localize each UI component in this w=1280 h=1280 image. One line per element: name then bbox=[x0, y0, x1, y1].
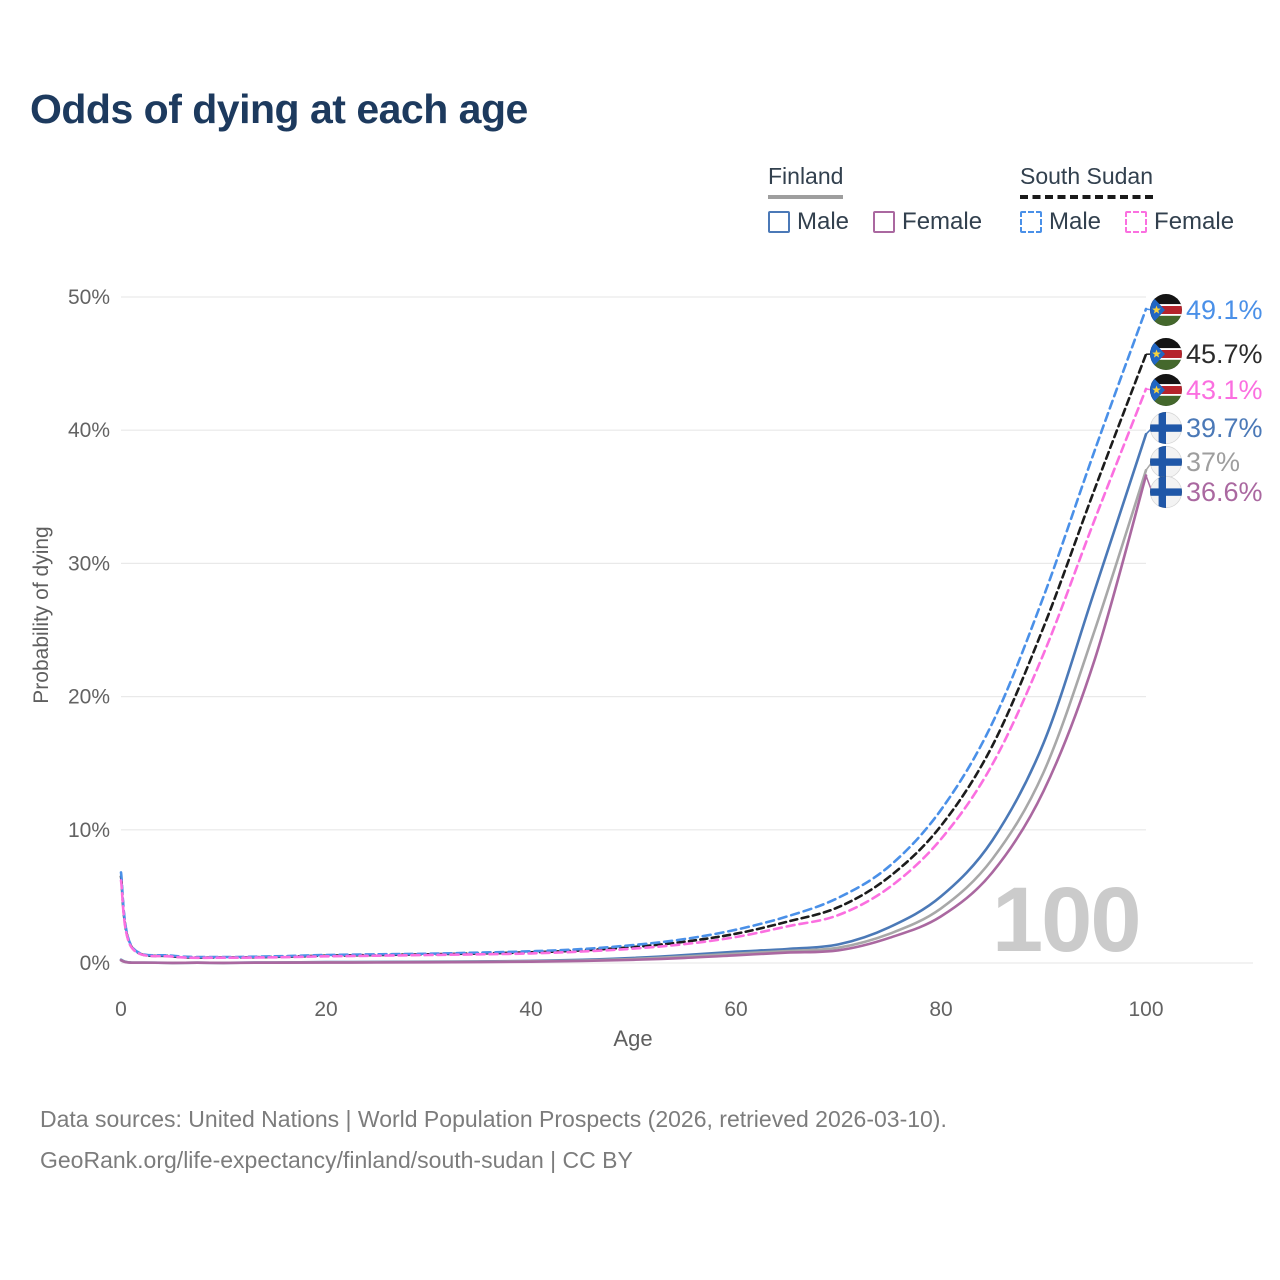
page-title: Odds of dying at each age bbox=[30, 86, 528, 132]
y-tick-label: 40% bbox=[68, 419, 110, 442]
south-sudan-male-swatch-icon bbox=[1020, 211, 1042, 233]
end-label-south-sudan-both: 45.7% bbox=[1186, 339, 1263, 369]
end-label-south-sudan-female: 43.1% bbox=[1186, 375, 1263, 405]
attribution-note: GeoRank.org/life-expectancy/finland/sout… bbox=[40, 1147, 633, 1173]
line-south-sudan-female bbox=[119, 387, 1148, 960]
flag-finland-icon bbox=[1149, 445, 1183, 479]
x-axis-title: Age bbox=[613, 1026, 653, 1051]
x-tick-label: 100 bbox=[1128, 998, 1163, 1021]
x-tick-label: 60 bbox=[724, 998, 747, 1021]
finland-female-swatch-icon bbox=[873, 211, 896, 233]
x-tick-label: 0 bbox=[115, 998, 127, 1021]
end-label-finland-male: 39.7% bbox=[1186, 413, 1263, 443]
line-south-sudan-both bbox=[119, 353, 1148, 959]
legend-label: Female bbox=[1154, 208, 1235, 235]
y-tick-label: 10% bbox=[68, 819, 110, 842]
end-label-finland-female: 36.6% bbox=[1186, 477, 1263, 507]
legend-country-finland[interactable]: Finland bbox=[768, 163, 844, 199]
line-finland-female bbox=[119, 474, 1148, 965]
legend-label: Male bbox=[797, 208, 850, 235]
end-label-finland-both: 37% bbox=[1186, 447, 1240, 477]
x-tick-label: 80 bbox=[929, 998, 952, 1021]
flag-finland-icon bbox=[1149, 475, 1183, 509]
legend-group-finland: Finland Male Female bbox=[768, 163, 982, 236]
legend-item-south-sudan-female[interactable]: Female bbox=[1125, 208, 1234, 236]
age-counter-watermark: 100 bbox=[992, 869, 1141, 971]
legend-label: Male bbox=[1049, 208, 1102, 235]
legend-item-finland-female[interactable]: Female bbox=[873, 208, 982, 236]
flag-south-sudan-icon bbox=[1149, 337, 1183, 371]
legend-item-finland-male[interactable]: Male bbox=[768, 208, 849, 236]
y-tick-label: 50% bbox=[68, 286, 110, 309]
y-tick-label: 20% bbox=[68, 686, 110, 709]
flag-south-sudan-icon bbox=[1149, 293, 1183, 327]
legend-label: Female bbox=[902, 208, 983, 235]
data-sources-note: Data sources: United Nations | World Pop… bbox=[40, 1106, 947, 1132]
y-tick-label: 0% bbox=[80, 952, 110, 975]
finland-male-swatch-icon bbox=[768, 211, 790, 233]
legend-item-south-sudan-male[interactable]: Male bbox=[1020, 208, 1101, 236]
end-label-south-sudan-male: 49.1% bbox=[1186, 295, 1263, 325]
flag-finland-icon bbox=[1149, 411, 1183, 445]
legend-country-south-sudan[interactable]: South Sudan bbox=[1020, 163, 1154, 199]
flag-south-sudan-icon bbox=[1149, 373, 1183, 407]
y-axis-title: Probability of dying bbox=[30, 526, 53, 704]
y-tick-label: 30% bbox=[68, 552, 110, 575]
x-tick-label: 20 bbox=[314, 998, 337, 1021]
legend-group-south-sudan: South Sudan Male Female bbox=[1020, 163, 1234, 236]
south-sudan-female-swatch-icon bbox=[1125, 211, 1148, 233]
x-tick-label: 40 bbox=[519, 998, 542, 1021]
